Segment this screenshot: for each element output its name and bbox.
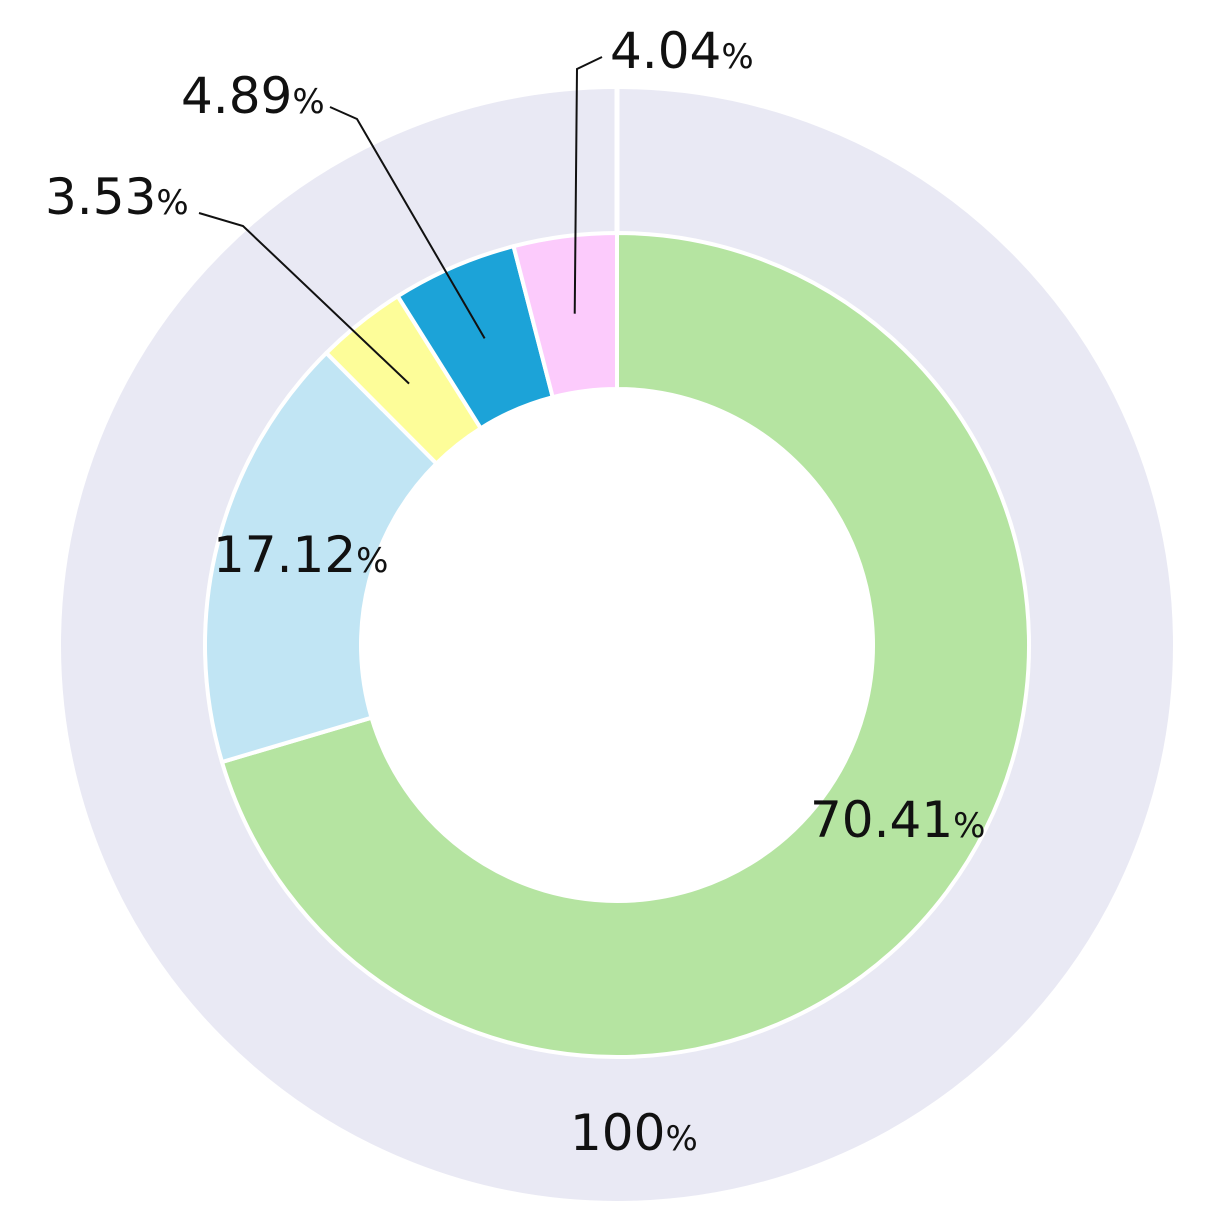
slice-label-1: 17.12% — [213, 526, 388, 584]
outer-ring-value-label: 100% — [570, 1104, 698, 1162]
inner-ring-slice-0 — [219, 231, 1031, 1059]
inner-ring-slice-1 — [203, 350, 439, 765]
slice-label-0: 70.41% — [810, 791, 985, 849]
slice-label-3: 4.89% — [181, 67, 325, 125]
leader-line-2 — [198, 212, 410, 385]
outer-ring-layer — [61, 89, 1173, 1201]
leader-lines-layer — [198, 56, 603, 385]
slice-label-4: 4.04% — [610, 22, 754, 80]
leader-line-4 — [573, 56, 603, 314]
leader-line-3 — [329, 106, 486, 339]
inner-ring-slice-4 — [511, 231, 619, 400]
labels-layer: 100% 70.41% 17.12% 3.53% 4.89% 4.04% — [45, 22, 985, 1162]
slice-label-2: 3.53% — [45, 168, 189, 226]
inner-ring-layer — [203, 231, 1031, 1059]
